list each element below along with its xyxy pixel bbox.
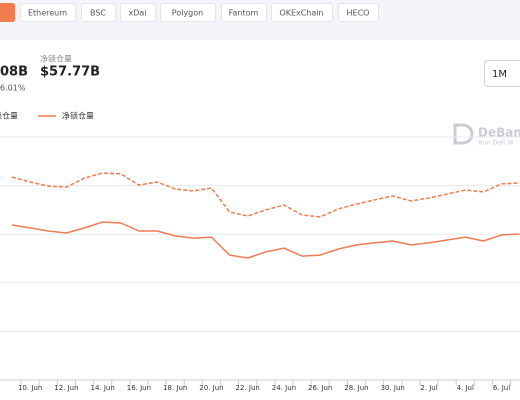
watermark-tagline: Your DeFi W: [477, 140, 514, 147]
x-tick-label: 12. Jun: [54, 384, 78, 392]
chain-tab-label[interactable]: xDai: [128, 9, 146, 18]
legend-label: 净锁仓量: [62, 111, 94, 121]
x-tick-label: 26. Jun: [308, 384, 332, 392]
x-tick-label: 22. Jun: [236, 384, 260, 392]
x-tick-label: 30. Jun: [381, 384, 405, 392]
range-button[interactable]: [484, 60, 520, 87]
chain-tab[interactable]: [120, 3, 156, 22]
series-line: [11, 221, 520, 259]
chain-tab-label[interactable]: Ethereum: [28, 9, 67, 18]
watermark-logo: [453, 123, 474, 145]
total-change: 6.01%: [0, 84, 26, 93]
total-value: 08B: [0, 65, 28, 80]
x-tick-label: 10. Jun: [18, 384, 42, 392]
x-tick-label: 2. Jul: [420, 384, 437, 392]
chain-tab[interactable]: [221, 3, 267, 22]
series-line: [11, 172, 520, 218]
chain-tab-label[interactable]: Polygon: [172, 9, 203, 18]
x-tick-label: 20. Jun: [199, 384, 223, 392]
chain-tab-label[interactable]: Fantom: [229, 9, 259, 18]
chain-tab-label[interactable]: BSC: [90, 9, 106, 18]
x-tick-label: 6. Jul: [493, 384, 510, 392]
x-tick-label: 16. Jun: [127, 384, 151, 392]
net-label: 净锁仓量: [40, 54, 72, 64]
x-tick-label: 24. Jun: [272, 384, 296, 392]
legend-label: 总锁仓量: [0, 111, 18, 121]
x-tick-label: 28. Jun: [344, 384, 368, 392]
x-tick-label: 4. Jul: [457, 384, 474, 392]
chain-tab[interactable]: [271, 3, 333, 22]
chain-tab-label[interactable]: HECO: [347, 9, 370, 18]
x-tick-label: 14. Jun: [91, 384, 115, 392]
range-label[interactable]: 1M: [492, 69, 507, 80]
net-value: $57.77B: [40, 65, 100, 80]
chain-tab[interactable]: [81, 3, 116, 22]
chain-tab[interactable]: [338, 3, 379, 22]
watermark-brand: DeBan: [478, 126, 520, 140]
x-tick-label: 18. Jun: [163, 384, 187, 392]
chain-tab[interactable]: [160, 3, 216, 22]
chain-tab[interactable]: [0, 3, 15, 22]
chain-tab[interactable]: [20, 3, 76, 22]
chain-tab-label[interactable]: OKExChain: [279, 9, 323, 18]
